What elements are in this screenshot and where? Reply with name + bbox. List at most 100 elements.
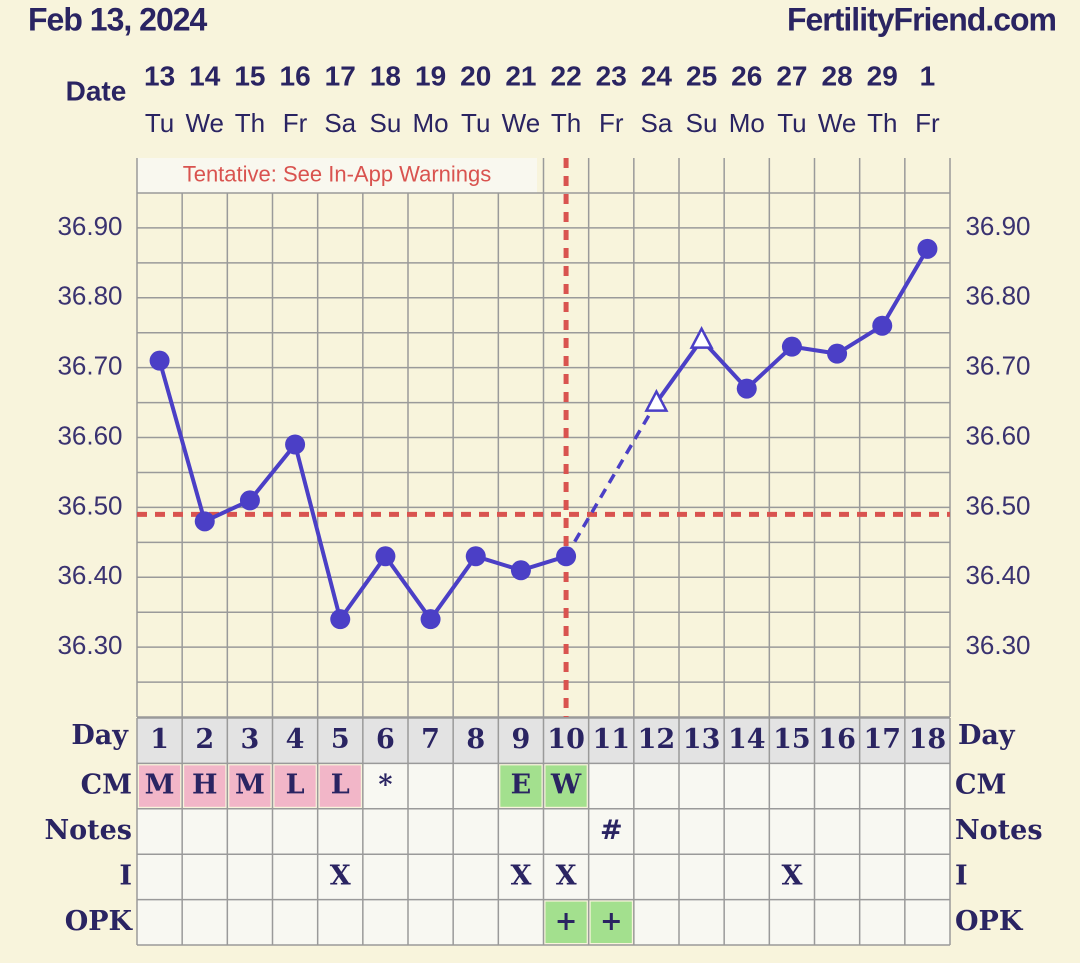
day-number: 4 <box>286 724 305 755</box>
table-cell <box>590 901 632 943</box>
table-cell <box>724 808 770 855</box>
table-cell <box>498 899 544 945</box>
weekday: Fr <box>283 108 308 138</box>
row-label: OPK <box>65 906 134 937</box>
annotation: Tentative: See In-App Warnings <box>183 161 492 186</box>
table-cell <box>362 854 408 900</box>
row-label: CM <box>81 770 132 801</box>
cell-text: M <box>145 770 175 801</box>
y-tick-label: 36.30 <box>57 630 122 660</box>
table-cell <box>182 808 228 855</box>
weekday: Tu <box>777 108 806 138</box>
day-number: 12 <box>638 724 676 755</box>
cell-text: L <box>331 770 350 801</box>
point <box>465 546 486 567</box>
point <box>330 609 351 630</box>
point <box>149 350 170 371</box>
weekday: Sa <box>641 108 673 138</box>
table-cell <box>408 763 454 809</box>
table-cell <box>227 899 273 945</box>
table-cell <box>904 899 950 945</box>
table-cell <box>227 854 273 900</box>
date-number: 25 <box>686 60 717 91</box>
day-number: 13 <box>683 724 721 755</box>
table-cell <box>904 854 950 900</box>
y2-tick-label: 36.40 <box>965 560 1030 590</box>
table-cell <box>184 765 226 807</box>
table-cell <box>769 899 815 945</box>
date-number: 21 <box>505 60 536 91</box>
row-label: Notes <box>44 815 132 846</box>
cell-text: W <box>550 770 582 801</box>
table-cell <box>362 899 408 945</box>
table-cell <box>545 765 587 807</box>
table-cell <box>769 763 815 809</box>
table-cell <box>137 854 183 900</box>
weekday: We <box>185 108 224 138</box>
table-cell <box>362 808 408 855</box>
date-number: 17 <box>325 60 356 91</box>
table-cell <box>139 765 181 807</box>
date-number: 16 <box>280 60 311 91</box>
cell-text: X <box>781 860 802 891</box>
day-number: 16 <box>818 724 856 755</box>
weekday: Sa <box>324 108 356 138</box>
table-cell <box>633 899 679 945</box>
table-cell <box>814 854 860 900</box>
y-tick-label: 36.60 <box>57 420 122 450</box>
y2-tick-label: 36.50 <box>965 490 1030 520</box>
weekday: We <box>818 108 857 138</box>
weekday: We <box>502 108 541 138</box>
table-cell <box>679 763 725 809</box>
table-cell <box>500 765 542 807</box>
weekday: Th <box>551 108 581 138</box>
day-number: 1 <box>150 724 169 755</box>
point <box>872 315 893 336</box>
weekday: Su <box>370 108 402 138</box>
table-cell <box>679 899 725 945</box>
table-cell <box>453 808 499 855</box>
date-number: 26 <box>731 60 762 91</box>
table-cell <box>543 854 589 900</box>
date-number: 29 <box>867 60 898 91</box>
point <box>375 546 396 567</box>
point <box>781 336 802 357</box>
y-tick-label: 36.90 <box>57 211 122 241</box>
day-number: 6 <box>376 724 395 755</box>
annotation-box <box>137 158 537 193</box>
point-triangle <box>689 325 714 349</box>
table-cell <box>272 808 318 855</box>
table-cell <box>679 808 725 855</box>
point <box>736 378 757 399</box>
table-cell <box>137 899 183 945</box>
day-number: 5 <box>331 724 350 755</box>
table-cell <box>453 854 499 900</box>
table-cell <box>588 763 634 809</box>
table-cell <box>545 901 587 943</box>
day-number: 15 <box>773 724 811 755</box>
table-cell <box>317 854 363 900</box>
table-cell <box>633 808 679 855</box>
day-number: 2 <box>195 724 214 755</box>
y-tick-label: 36.70 <box>57 351 122 381</box>
row-label-right: Day <box>958 720 1016 751</box>
y-tick-label: 36.40 <box>57 560 122 590</box>
cell-text: M <box>235 770 265 801</box>
row-label-right: CM <box>955 770 1006 801</box>
row-label: I <box>119 860 132 891</box>
weekday: Tu <box>461 108 490 138</box>
point <box>420 609 441 630</box>
table-cell <box>453 763 499 809</box>
table-cell <box>272 899 318 945</box>
weekday: Fr <box>599 108 624 138</box>
y2-tick-label: 36.90 <box>965 211 1030 241</box>
row-label-right: Notes <box>955 815 1043 846</box>
table-cell <box>859 899 905 945</box>
date-number: 28 <box>822 60 853 91</box>
weekday: Fr <box>915 108 940 138</box>
table-cell <box>227 808 273 855</box>
table-cell <box>317 899 363 945</box>
chart-date: Feb 13, 2024 <box>28 1 208 37</box>
table-cell <box>182 899 228 945</box>
cell-text: X <box>556 860 577 891</box>
